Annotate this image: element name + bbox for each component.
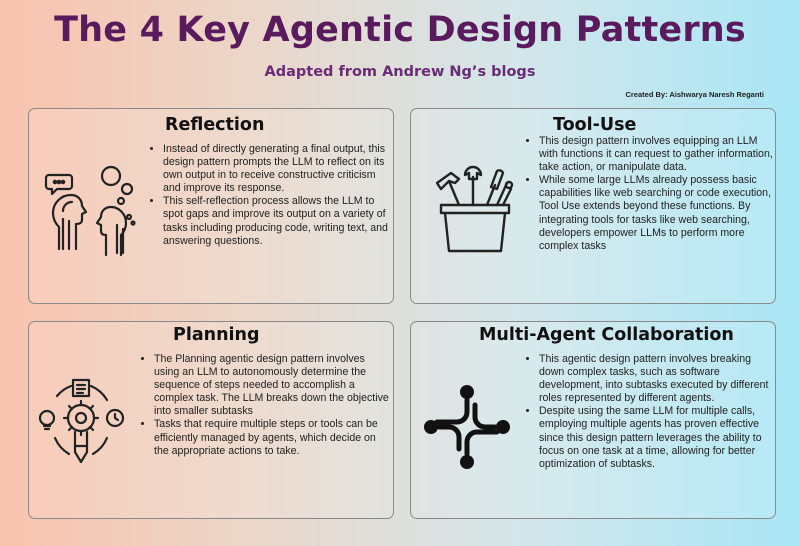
card-title: Tool-Use [553, 115, 637, 135]
list-item: This design pattern involves equipping a… [539, 135, 779, 174]
list-item: The Planning agentic design pattern invo… [154, 353, 390, 418]
card-title: Reflection [165, 115, 265, 135]
list-item: Instead of directly generating a final o… [163, 143, 393, 195]
author-credit: Created By: Aishwarya Naresh Reganti [625, 90, 764, 99]
list-item: Despite using the same LLM for multiple … [539, 405, 779, 470]
planning-card: Planning The Planning agentic design pat… [28, 321, 394, 519]
multi-agent-bullets: This agentic design pattern involves bre… [525, 353, 779, 471]
page-title: The 4 Key Agentic Design Patterns [54, 10, 746, 50]
reflection-thinking-people-icon [44, 165, 136, 257]
list-item: This self-reflection process allows the … [163, 195, 393, 247]
planning-cycle-icon [38, 378, 125, 464]
collaboration-network-icon [424, 385, 510, 469]
reflection-card: Reflection Instead of directly generatin… [28, 108, 394, 304]
list-item: While some large LLMs already possess ba… [539, 174, 779, 253]
tool-use-card: Tool-Use This design pattern involves eq… [410, 108, 776, 304]
tool-use-bullets: This design pattern involves equipping a… [525, 135, 779, 253]
planning-bullets: The Planning agentic design pattern invo… [140, 353, 390, 458]
multi-agent-card: Multi-Agent Collaboration This agentic d… [410, 321, 776, 519]
card-title: Multi-Agent Collaboration [479, 325, 734, 345]
toolbox-icon [435, 165, 514, 253]
list-item: This agentic design pattern involves bre… [539, 353, 779, 405]
list-item: Tasks that require multiple steps or too… [154, 418, 390, 457]
page-subtitle: Adapted from Andrew Ng’s blogs [264, 64, 536, 80]
reflection-bullets: Instead of directly generating a final o… [149, 143, 393, 248]
card-title: Planning [173, 325, 260, 345]
